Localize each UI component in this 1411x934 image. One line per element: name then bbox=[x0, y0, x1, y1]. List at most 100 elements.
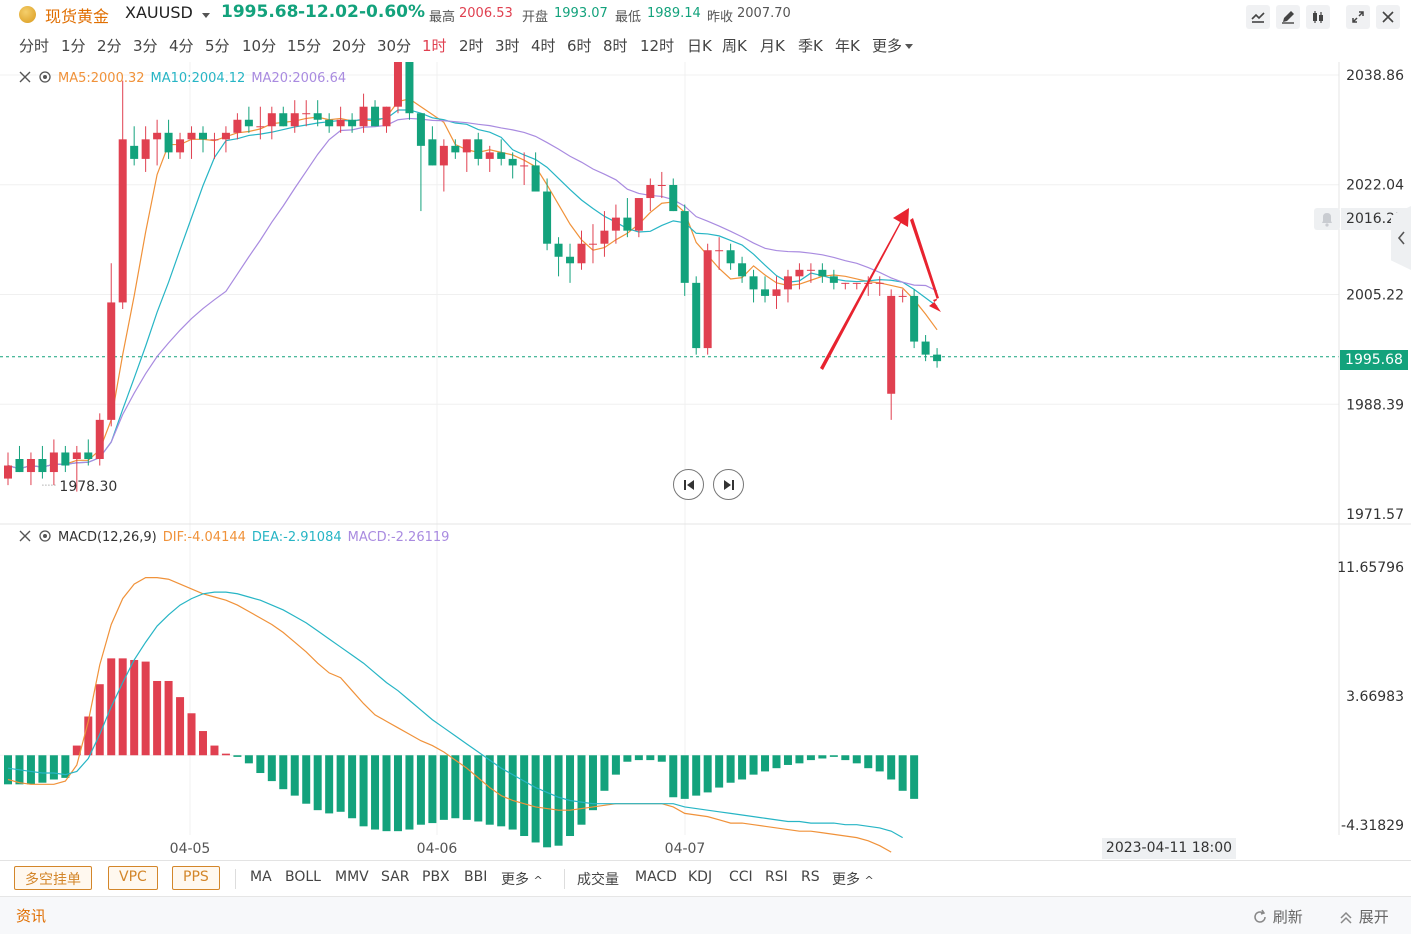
main-ind-more-label: 更多 bbox=[501, 872, 529, 888]
main-ind-more[interactable]: 更多 ^ bbox=[501, 869, 543, 889]
tab-period-19[interactable]: 月K bbox=[760, 37, 785, 55]
side-panel-toggle[interactable] bbox=[1391, 206, 1411, 270]
pill-orderbook[interactable]: 多空挂单 bbox=[14, 866, 92, 890]
tab-period-8[interactable]: 20分 bbox=[332, 37, 367, 55]
macd-bar bbox=[657, 755, 666, 762]
macd-bar bbox=[61, 755, 70, 778]
gear-icon[interactable] bbox=[38, 529, 52, 543]
candle-body bbox=[680, 211, 689, 283]
candle-body bbox=[611, 217, 620, 231]
sub-ind-macd[interactable]: MACD bbox=[635, 869, 677, 885]
main-ind-pbx[interactable]: PBX bbox=[422, 869, 450, 885]
tab-period-5[interactable]: 5分 bbox=[205, 37, 230, 55]
macd-bar bbox=[382, 755, 391, 832]
price-change: -12.02 bbox=[298, 2, 359, 22]
tab-period-16[interactable]: 12时 bbox=[640, 37, 675, 55]
instrument-name[interactable]: 现货黄金 bbox=[45, 7, 110, 26]
tab-period-0[interactable]: 分时 bbox=[19, 37, 50, 55]
candle-body bbox=[233, 119, 242, 133]
draw-icon bbox=[1282, 11, 1294, 24]
macd-value: MACD:-2.26119 bbox=[347, 530, 450, 545]
indicator-button[interactable] bbox=[1246, 5, 1270, 29]
instrument-symbol[interactable]: XAUUSD bbox=[125, 3, 193, 22]
sub-ind-rsi[interactable]: RSI bbox=[765, 869, 788, 885]
tab-period-20[interactable]: 季K bbox=[798, 37, 823, 55]
skip-forward-icon bbox=[723, 479, 734, 490]
scroll-back-button[interactable] bbox=[673, 469, 704, 500]
main-ind-boll[interactable]: BOLL bbox=[285, 869, 321, 885]
main-ind-bbi[interactable]: BBI bbox=[464, 869, 488, 885]
macd-title: MACD(12,26,9) bbox=[58, 530, 157, 545]
tab-period-14[interactable]: 6时 bbox=[567, 37, 592, 55]
tab-period-22[interactable]: 更多 bbox=[872, 35, 914, 56]
scroll-forward-button[interactable] bbox=[713, 469, 744, 500]
tab-period-11[interactable]: 2时 bbox=[459, 37, 484, 55]
close-icon[interactable] bbox=[18, 70, 32, 84]
tab-period-21[interactable]: 年K bbox=[835, 37, 860, 55]
main-ind-ma[interactable]: MA bbox=[250, 869, 272, 885]
tab-period-10[interactable]: 1时 bbox=[422, 37, 447, 55]
sub-ind-volume[interactable]: 成交量 bbox=[577, 872, 619, 888]
sub-ind-kdj[interactable]: KDJ bbox=[688, 869, 713, 885]
chevron-down-icon[interactable] bbox=[202, 13, 210, 18]
tab-period-4[interactable]: 4分 bbox=[169, 37, 194, 55]
macd-bar bbox=[806, 755, 815, 761]
sub-ind-cci[interactable]: CCI bbox=[729, 869, 753, 885]
tab-period-17[interactable]: 日K bbox=[687, 37, 712, 55]
macd-bar bbox=[726, 755, 735, 783]
news-tab[interactable]: 资讯 bbox=[16, 907, 47, 925]
main-ind-sar[interactable]: SAR bbox=[381, 869, 410, 885]
expand-button[interactable] bbox=[1346, 5, 1370, 29]
alert-bell-button[interactable] bbox=[1314, 208, 1340, 230]
candle-body bbox=[806, 269, 815, 271]
price-chart[interactable]: 2032.131978.30 2038.862022.042005.221988… bbox=[0, 62, 1411, 860]
macd-bar bbox=[141, 661, 150, 756]
tab-period-2[interactable]: 2分 bbox=[97, 37, 122, 55]
candle-icon bbox=[1313, 11, 1323, 23]
macd-bar bbox=[841, 755, 850, 761]
chevron-down-icon bbox=[905, 44, 914, 49]
gear-icon[interactable] bbox=[38, 70, 52, 84]
tab-period-3[interactable]: 3分 bbox=[133, 37, 158, 55]
high-label: 最高 bbox=[429, 10, 456, 25]
candle-body bbox=[176, 139, 185, 153]
open-label: 开盘 bbox=[522, 10, 549, 25]
draw-button[interactable] bbox=[1276, 5, 1300, 29]
candle-body bbox=[852, 282, 861, 284]
tab-period-15[interactable]: 8时 bbox=[603, 37, 628, 55]
close-icon[interactable] bbox=[18, 529, 32, 543]
macd-y-tick-label: 11.65796 bbox=[1337, 560, 1404, 576]
macd-bar bbox=[738, 755, 747, 780]
macd-bar bbox=[600, 755, 609, 791]
main-ind-mmv[interactable]: MMV bbox=[335, 869, 369, 885]
candle-body bbox=[153, 132, 162, 140]
pill-vpc[interactable]: VPC bbox=[108, 866, 158, 890]
candle-body bbox=[336, 119, 345, 127]
tab-period-13[interactable]: 4时 bbox=[531, 37, 556, 55]
macd-line bbox=[7, 591, 903, 839]
macd-bar bbox=[852, 755, 861, 764]
y-tick-label: 2038.86 bbox=[1346, 68, 1404, 84]
tab-period-12[interactable]: 3时 bbox=[495, 37, 520, 55]
sub-ind-rs[interactable]: RS bbox=[801, 869, 820, 885]
candle-body bbox=[428, 139, 437, 166]
candle-body bbox=[325, 119, 334, 127]
candle-body bbox=[416, 113, 425, 146]
refresh-button[interactable]: 刷新 bbox=[1252, 906, 1303, 927]
close-button[interactable] bbox=[1376, 5, 1400, 29]
macd-bar bbox=[49, 755, 58, 780]
pill-pps[interactable]: PPS bbox=[172, 866, 220, 890]
macd-bar bbox=[634, 755, 643, 761]
tab-period-1[interactable]: 1分 bbox=[61, 37, 86, 55]
tab-period-18[interactable]: 周K bbox=[722, 37, 747, 55]
candle-button[interactable] bbox=[1306, 5, 1330, 29]
x-tick-label: 04-07 bbox=[665, 841, 706, 857]
tab-period-9[interactable]: 30分 bbox=[377, 37, 412, 55]
expand-news-button[interactable]: 展开 bbox=[1338, 906, 1389, 927]
tab-period-7[interactable]: 15分 bbox=[287, 37, 322, 55]
candle-body bbox=[577, 243, 586, 264]
sub-ind-more[interactable]: 更多 ^ bbox=[832, 869, 874, 889]
macd-bar bbox=[256, 755, 265, 774]
macd-bar bbox=[783, 755, 792, 765]
tab-period-6[interactable]: 10分 bbox=[242, 37, 277, 55]
